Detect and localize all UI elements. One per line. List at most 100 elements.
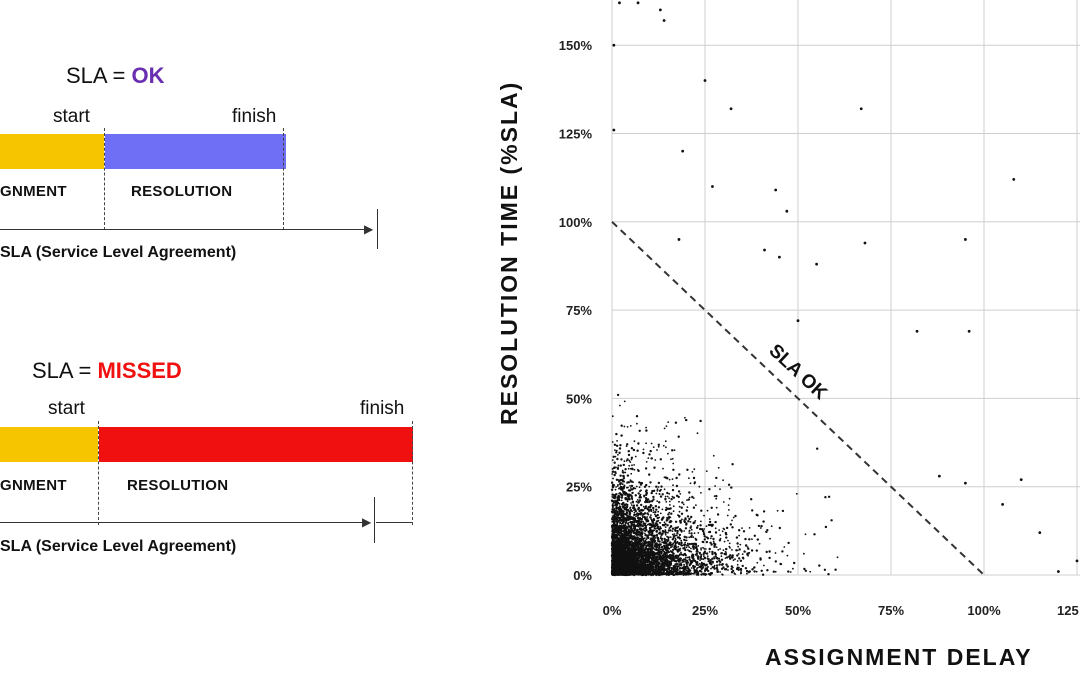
scatter-point: [630, 494, 632, 496]
scatter-point: [617, 466, 619, 469]
scatter-point: [683, 546, 686, 549]
scatter-point: [657, 486, 660, 488]
scatter-point: [675, 476, 678, 480]
scatter-point: [627, 481, 631, 484]
scatter-point: [625, 498, 627, 501]
scatter-point: [644, 522, 647, 525]
scatter-point: [648, 522, 651, 525]
scatter-point: [685, 559, 689, 562]
scatter-point: [656, 524, 658, 527]
scatter-point: [629, 461, 632, 463]
scatter-point: [670, 566, 673, 570]
scatter-point: [695, 568, 698, 570]
scatter-point: [732, 559, 735, 562]
scatter-point: [634, 543, 638, 546]
scatter-point: [699, 524, 702, 527]
scatter-point: [630, 456, 634, 459]
scatter-point: [634, 538, 637, 540]
scatter-point: [644, 539, 647, 542]
scatter-point: [647, 547, 650, 551]
scatter-point: [646, 518, 649, 520]
scatter-point: [651, 542, 654, 545]
scatter-point: [635, 573, 638, 576]
scatter-point: [639, 573, 642, 576]
scatter-point: [619, 444, 622, 447]
scatter-point: [650, 491, 653, 495]
scatter-point: [746, 553, 748, 556]
scatter-point: [667, 546, 670, 550]
scatter-point: [671, 478, 674, 480]
finish-marker-line: [283, 128, 284, 230]
scatter-point: [642, 516, 644, 519]
scatter-point: [647, 556, 651, 560]
scatter-point: [620, 548, 624, 551]
scatter-point: [624, 559, 627, 561]
scatter-point: [692, 572, 694, 575]
scatter-point: [613, 532, 616, 534]
scatter-point: [635, 561, 638, 564]
scatter-point: [714, 527, 717, 530]
scatter-point: [704, 557, 706, 560]
scatter-point: [762, 510, 766, 513]
scatter-point: [702, 531, 705, 534]
scatter-point: [668, 564, 671, 567]
scatter-point: [665, 501, 668, 503]
scatter-point: [639, 561, 642, 563]
scatter-point: [616, 550, 619, 553]
scatter-point: [640, 520, 643, 523]
scatter-point: [622, 512, 625, 515]
scatter-point: [633, 507, 636, 509]
scatter-point: [657, 567, 661, 570]
scatter-point: [643, 544, 646, 547]
scatter-point: [678, 554, 681, 556]
scatter-point: [622, 546, 625, 548]
scatter-point: [665, 562, 669, 565]
scatter-point: [768, 556, 771, 560]
scatter-point: [639, 483, 643, 486]
scatter-point: [715, 560, 719, 563]
scatter-point: [809, 570, 812, 573]
scatter-point: [704, 570, 706, 573]
scatter-point: [689, 526, 692, 529]
scatter-point: [627, 467, 630, 470]
scatter-point: [672, 510, 675, 513]
scatter-point: [736, 554, 739, 557]
scatter-point: [684, 416, 686, 419]
scatter-point: [677, 545, 680, 548]
scatter-point: [636, 540, 639, 543]
scatter-point: [627, 528, 630, 531]
scatter-point: [656, 489, 659, 492]
scatter-point: [693, 532, 696, 535]
status-ok-label: OK: [131, 63, 165, 88]
scatter-point: [649, 481, 652, 484]
scatter-point: [653, 466, 656, 469]
scatter-point: [684, 556, 687, 559]
scatter-point: [644, 534, 647, 537]
scatter-point: [639, 539, 642, 542]
scatter-point: [685, 523, 688, 526]
scatter-point: [657, 481, 661, 485]
resolution-label: RESOLUTION: [127, 477, 229, 494]
scatter-point: [633, 523, 636, 526]
scatter-point: [627, 508, 630, 511]
scatter-point: [770, 525, 773, 528]
scatter-point: [670, 557, 673, 560]
scatter-point: [611, 503, 614, 506]
scatter-point: [727, 555, 730, 558]
scatter-point: [641, 569, 644, 572]
scatter-point: [612, 500, 615, 503]
scatter-point: [645, 429, 648, 432]
scatter-point: [618, 507, 621, 510]
scatter-point: [756, 538, 759, 541]
scatter-point: [649, 540, 651, 543]
scatter-point: [681, 501, 684, 504]
scatter-point: [630, 546, 632, 549]
scatter-point: [690, 547, 692, 550]
scatter-point: [693, 468, 696, 471]
scatter-point: [716, 513, 720, 516]
scatter-point: [664, 526, 667, 528]
scatter-point: [612, 477, 614, 480]
scatter-point: [646, 519, 650, 523]
scatter-point: [680, 506, 683, 509]
scatter-point: [652, 511, 655, 514]
